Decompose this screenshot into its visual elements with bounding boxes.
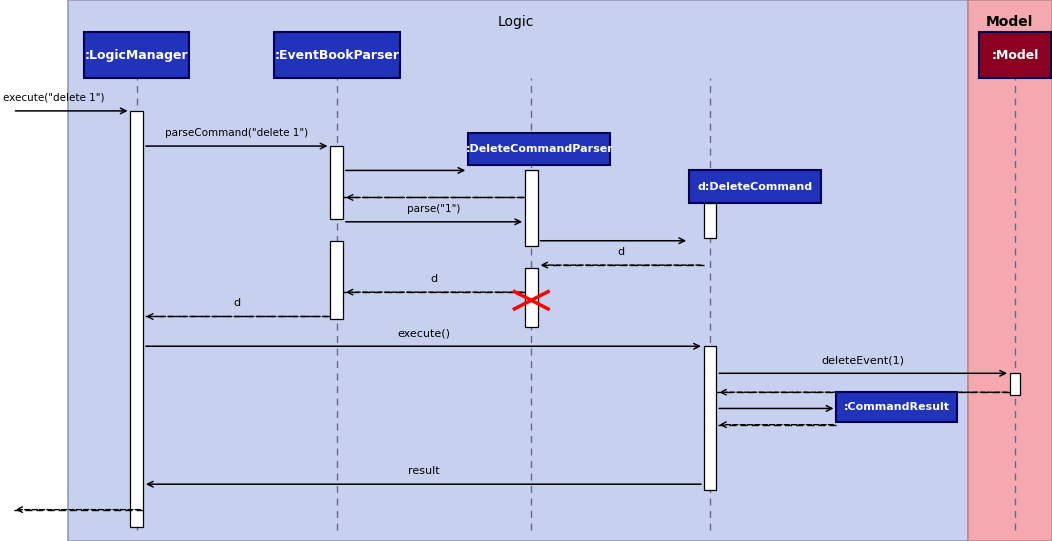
- Bar: [274, 32, 400, 78]
- Bar: [1010, 373, 1020, 395]
- Bar: [68, 0, 968, 541]
- Bar: [84, 32, 189, 78]
- Text: Logic: Logic: [498, 15, 533, 29]
- Text: result: result: [407, 466, 440, 476]
- Text: deleteEvent(1): deleteEvent(1): [822, 355, 905, 365]
- Bar: [468, 133, 610, 165]
- Bar: [130, 111, 143, 527]
- Text: parseCommand("delete 1"): parseCommand("delete 1"): [165, 128, 308, 138]
- Bar: [330, 146, 343, 219]
- Text: parse("1"): parse("1"): [407, 204, 461, 214]
- Bar: [689, 170, 821, 203]
- Text: :Model: :Model: [991, 49, 1039, 62]
- Text: Model: Model: [986, 15, 1034, 29]
- Text: execute(): execute(): [397, 328, 450, 338]
- Bar: [525, 268, 538, 327]
- Bar: [704, 203, 716, 238]
- Bar: [968, 0, 1052, 541]
- Text: execute("delete 1"): execute("delete 1"): [3, 93, 104, 103]
- Text: d: d: [618, 247, 624, 257]
- Text: d: d: [234, 299, 240, 308]
- Bar: [979, 32, 1051, 78]
- Text: :DeleteCommandParser: :DeleteCommandParser: [465, 144, 613, 154]
- Bar: [330, 241, 343, 319]
- Bar: [836, 392, 957, 422]
- Text: d: d: [430, 274, 438, 284]
- Text: d:DeleteCommand: d:DeleteCommand: [697, 182, 812, 192]
- Text: :LogicManager: :LogicManager: [85, 49, 188, 62]
- Text: :CommandResult: :CommandResult: [844, 402, 950, 412]
- Bar: [704, 346, 716, 490]
- Bar: [525, 170, 538, 246]
- Text: :EventBookParser: :EventBookParser: [275, 49, 399, 62]
